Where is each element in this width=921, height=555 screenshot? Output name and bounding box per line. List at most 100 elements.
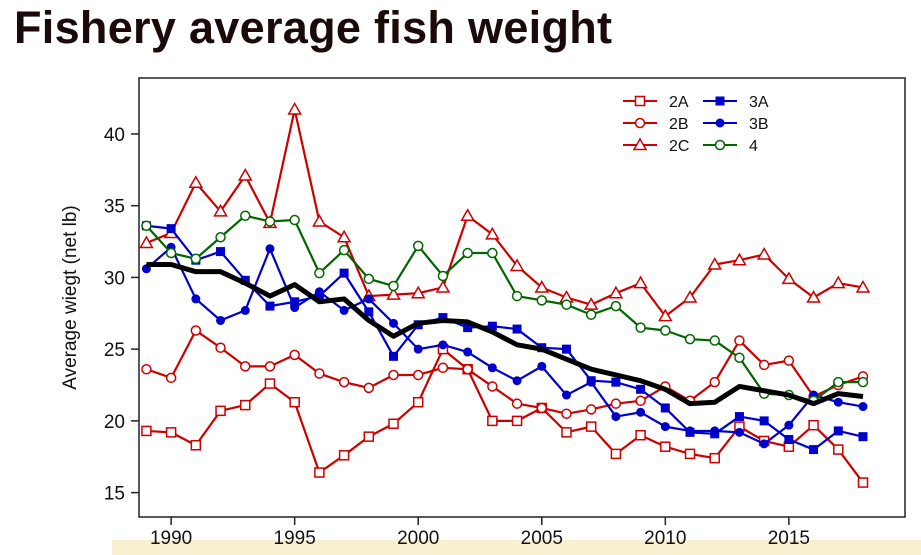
data-point: [734, 412, 744, 422]
data-point: [487, 381, 498, 392]
data-point: [636, 384, 646, 394]
data-point: [336, 229, 352, 243]
data-point: [190, 440, 202, 451]
series-3B: [141, 242, 868, 449]
data-point: [290, 297, 300, 307]
data-point: [610, 300, 622, 312]
data-point: [833, 426, 843, 436]
data-point: [487, 363, 497, 373]
data-point: [237, 168, 253, 181]
data-point: [833, 444, 844, 455]
data-point: [412, 369, 424, 381]
data-point: [314, 267, 325, 279]
x-tick-label: 2015: [768, 528, 810, 549]
data-point: [636, 407, 646, 417]
data-point: [684, 333, 696, 345]
data-point: [460, 208, 475, 221]
legend-marker: [714, 139, 726, 151]
data-point: [363, 382, 375, 394]
data-point: [389, 318, 399, 328]
data-point: [438, 340, 448, 350]
legend-label: 2A: [669, 94, 689, 111]
data-point: [858, 432, 868, 442]
data-point: [610, 448, 622, 460]
data-point: [437, 362, 449, 374]
data-point: [561, 408, 572, 419]
series-line: [146, 348, 864, 484]
data-point: [338, 244, 350, 256]
data-point: [339, 268, 349, 278]
data-point: [265, 301, 275, 311]
data-point: [141, 220, 152, 232]
data-point: [586, 377, 596, 387]
data-point: [412, 240, 424, 252]
data-point: [512, 324, 522, 334]
data-point: [511, 415, 523, 427]
legend-label: 4: [749, 138, 758, 155]
data-point: [289, 214, 300, 226]
data-point: [710, 426, 720, 436]
data-point: [412, 396, 424, 408]
data-point: [783, 355, 795, 366]
data-point: [511, 398, 523, 409]
data-point: [190, 253, 202, 265]
data-point: [758, 359, 770, 371]
data-point: [511, 290, 523, 302]
data-point: [338, 376, 350, 388]
data-point: [536, 402, 548, 414]
data-point: [561, 299, 572, 310]
y-tick-label: 20: [104, 412, 125, 433]
data-point: [537, 361, 547, 371]
chart-title: Fishery average fish weight: [14, 2, 613, 53]
data-point: [809, 445, 819, 455]
data-point: [833, 376, 844, 388]
series-4: [141, 210, 869, 407]
data-point: [660, 441, 671, 452]
y-tick-label: 15: [104, 484, 125, 505]
data-point: [759, 416, 769, 426]
data-point: [585, 404, 597, 415]
data-point: [287, 102, 302, 115]
data-point: [707, 256, 723, 270]
data-point: [240, 275, 250, 285]
y-tick-label: 25: [104, 340, 125, 361]
data-point: [314, 368, 325, 379]
data-point: [188, 175, 204, 188]
data-point: [784, 420, 794, 430]
legend: 2A 2B 2C 3A 3B 4: [623, 94, 769, 155]
data-point: [635, 429, 646, 441]
data-point: [857, 376, 869, 388]
data-point: [833, 397, 843, 407]
series-average: [146, 262, 864, 407]
data-point: [734, 352, 745, 364]
data-point: [389, 351, 399, 361]
data-point: [363, 273, 375, 285]
data-point: [585, 309, 597, 320]
data-point: [857, 477, 869, 488]
data-point: [312, 213, 327, 227]
data-point: [608, 285, 624, 299]
data-point: [290, 303, 300, 313]
data-point: [685, 426, 695, 436]
y-tick-label: 40: [104, 125, 125, 146]
plot-frame: [138, 77, 906, 518]
data-point: [388, 280, 399, 292]
data-point: [635, 395, 646, 407]
legend-marker: [634, 117, 646, 129]
data-point: [139, 235, 154, 249]
data-point: [536, 295, 548, 306]
series-line: [146, 329, 864, 415]
legend-marker: [715, 118, 725, 128]
data-point: [364, 294, 374, 304]
data-point: [684, 448, 696, 460]
data-point: [165, 427, 177, 438]
data-point: [463, 347, 473, 357]
data-point: [487, 321, 497, 331]
data-point: [338, 450, 350, 461]
data-point: [660, 325, 671, 336]
data-point: [289, 396, 300, 408]
data-point: [265, 244, 275, 254]
data-point: [165, 247, 177, 259]
data-point: [611, 412, 621, 422]
